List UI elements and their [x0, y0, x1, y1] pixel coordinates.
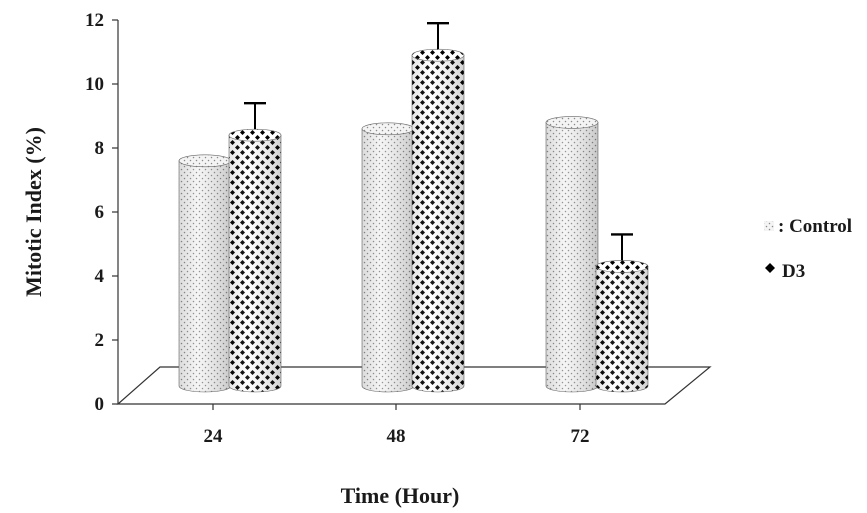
legend-swatch-d3	[765, 263, 775, 273]
bar-top-cap	[411, 48, 465, 62]
y-tick-label: 8	[95, 138, 105, 159]
y-tick-label: 2	[95, 330, 105, 351]
bar-top-cap	[228, 128, 282, 142]
legend-swatch-control	[764, 221, 774, 231]
bar-shading	[546, 122, 598, 393]
x-ticks: 24 48 72	[204, 404, 590, 447]
bar-d3-48	[411, 48, 465, 393]
bars	[178, 48, 649, 393]
y-axis-title: Mitotic Index (%)	[21, 127, 46, 297]
bar-top-cap	[178, 154, 232, 168]
bar-shading	[362, 128, 414, 393]
bar-shading	[412, 55, 464, 392]
y-tick-label: 4	[95, 266, 105, 287]
legend-label-control: : Control	[778, 216, 852, 237]
y-tick-label: 6	[95, 202, 105, 223]
y-tick-label: 10	[85, 74, 104, 95]
bar-top-cap	[545, 116, 599, 129]
bar-control-48	[361, 122, 415, 393]
bar-top-cap	[361, 122, 415, 136]
bar-top-cap	[595, 260, 649, 273]
y-tick-label: 0	[95, 394, 105, 415]
legend-label-d3: D3	[782, 261, 805, 282]
bar-shading	[596, 266, 648, 392]
bar-d3-72	[595, 260, 649, 393]
x-axis-title: Time (Hour)	[341, 483, 460, 508]
x-tick-label: 24	[204, 426, 224, 447]
y-ticks: 0 2 4 6 8 10 12	[85, 10, 118, 415]
bar-d3-24	[228, 128, 282, 393]
legend-item-control: : Control	[764, 216, 852, 237]
bar-shading	[179, 160, 231, 392]
legend-item-d3: D3	[765, 261, 805, 282]
y-tick-label: 12	[85, 10, 104, 31]
bar-control-24	[178, 154, 232, 393]
legend: : Control D3	[764, 216, 852, 282]
bar-shading	[229, 135, 281, 392]
x-tick-label: 72	[571, 426, 590, 447]
error-bars	[244, 22, 633, 261]
x-tick-label: 48	[387, 426, 406, 447]
bar-control-72	[545, 116, 599, 393]
